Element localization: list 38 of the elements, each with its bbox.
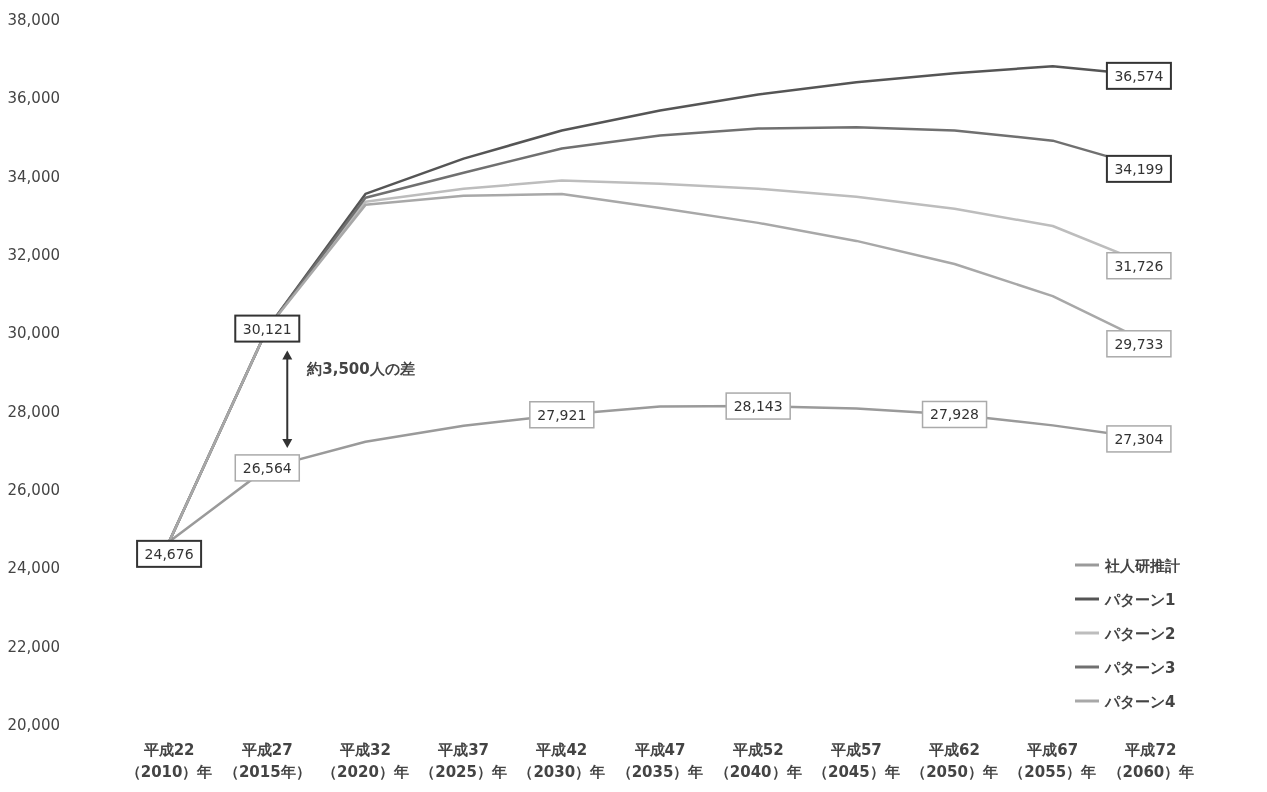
y-tick-label: 30,000 xyxy=(7,324,60,343)
data-label: 28,143 xyxy=(733,398,783,415)
data-label: 24,676 xyxy=(144,545,194,562)
y-tick-label: 38,000 xyxy=(7,11,60,29)
y-tick-label: 36,000 xyxy=(7,89,60,108)
legend-label: パターン3 xyxy=(1104,659,1176,677)
x-tick-label: 平成62 （2050）年 xyxy=(911,741,998,781)
x-tick-label: 平成37 （2025）年 xyxy=(420,741,508,781)
y-tick-label: 26,000 xyxy=(7,481,60,499)
x-tick-label: 平成57 （2045）年 xyxy=(812,741,900,781)
y-tick-label: 32,000 xyxy=(7,246,60,264)
legend-label: パターン4 xyxy=(1104,693,1176,711)
data-label: 29,733 xyxy=(1114,335,1164,352)
y-tick-label: 28,000 xyxy=(7,402,60,421)
x-tick-label: 平成27 （2015年） xyxy=(223,741,311,781)
data-label: 31,726 xyxy=(1114,257,1164,274)
x-tick-label: 平成22 （2010）年 xyxy=(125,741,213,781)
x-tick-label: 平成42 （2030）年 xyxy=(518,741,606,781)
x-tick-label: 平成32 （2020）年 xyxy=(322,741,409,781)
y-tick-label: 34,000 xyxy=(7,167,60,186)
data-label: 27,304 xyxy=(1114,430,1164,447)
data-label: 27,928 xyxy=(930,406,980,423)
legend-label: パターン1 xyxy=(1104,591,1176,609)
data-label: 26,564 xyxy=(242,459,292,476)
data-label: 36,574 xyxy=(1114,67,1164,84)
x-tick-label: 平成67 （2055）年 xyxy=(1009,741,1097,781)
data-label: 27,921 xyxy=(537,406,587,423)
y-tick-label: 22,000 xyxy=(7,637,60,656)
data-label: 34,199 xyxy=(1114,160,1164,177)
data-label: 30,121 xyxy=(242,320,292,337)
y-tick-label: 24,000 xyxy=(7,559,60,578)
legend-label: 社人研推計 xyxy=(1104,557,1180,575)
annotation: 約3,500人の差 xyxy=(306,360,415,379)
x-tick-label: 平成52 （2040）年 xyxy=(714,741,802,781)
x-tick-label: 平成72 （2060）年 xyxy=(1107,741,1195,781)
y-tick-label: 20,000 xyxy=(7,716,60,734)
legend-label: パターン2 xyxy=(1104,625,1176,643)
x-tick-label: 平成47 （2035）年 xyxy=(616,741,704,781)
